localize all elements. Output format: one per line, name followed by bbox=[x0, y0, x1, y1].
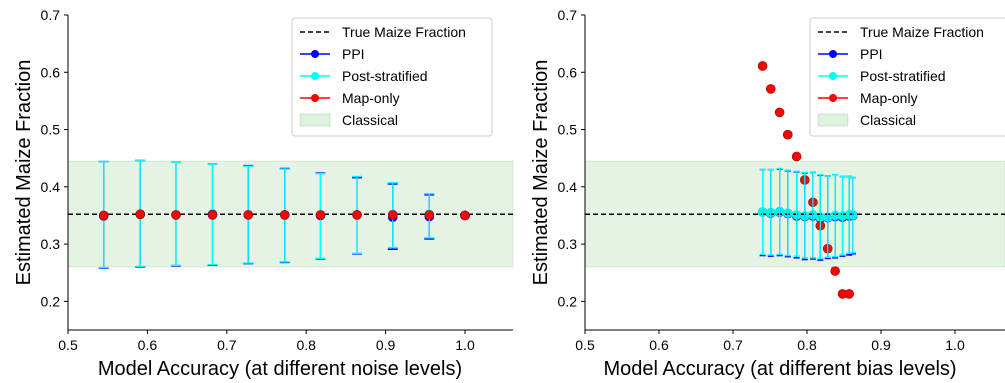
x-tick-label: 0.6 bbox=[138, 337, 158, 353]
legend-label: Post-stratified bbox=[342, 68, 428, 84]
chart-panel-1: 0.2 0.3 0.4 0.5 0.6 0.7 0.5 0.6 0.7 0.8 0.9 1.0 Mode… bbox=[13, 7, 858, 380]
x-tick-label: 0.8 bbox=[296, 337, 316, 353]
x-tick-label: 0.7 bbox=[217, 337, 237, 353]
data-point bbox=[279, 210, 290, 220]
y-tick-label: 0.4 bbox=[558, 179, 578, 195]
legend-label: Classical bbox=[342, 112, 398, 128]
y-tick-label: 0.5 bbox=[558, 122, 578, 138]
legend-frame bbox=[809, 17, 1005, 137]
y-tick-label: 0.7 bbox=[558, 7, 578, 23]
data-point bbox=[243, 210, 254, 220]
x-tick-label: 0.5 bbox=[575, 337, 595, 353]
legend-label: Map-only bbox=[860, 90, 918, 106]
legend-label: Map-only bbox=[342, 90, 400, 106]
y-tick-label: 0.6 bbox=[558, 64, 578, 80]
x-tick-label: 0.5 bbox=[58, 337, 78, 353]
x-axis-label: Model Accuracy (at different noise level… bbox=[98, 358, 462, 380]
data-point bbox=[460, 210, 470, 221]
y-tick-label: 0.6 bbox=[41, 64, 61, 80]
y-tick-label: 0.2 bbox=[558, 293, 578, 309]
legend-label: True Maize Fraction bbox=[860, 24, 984, 40]
x-tick-label: 0.6 bbox=[649, 337, 669, 353]
legend: True Maize Fraction PPI Post-stratified Map… bbox=[809, 17, 1005, 137]
data-point bbox=[830, 266, 840, 276]
chart-panel-2: 0.2 0.3 0.4 0.5 0.6 0.7 0.5 0.6 0.7 0.8 0.9 1.0 Mode… bbox=[530, 7, 1005, 380]
data-point bbox=[844, 289, 854, 299]
data-point bbox=[424, 210, 435, 220]
x-axis-label: Model Accuracy (at different bias levels… bbox=[603, 358, 956, 380]
legend-swatch bbox=[299, 113, 331, 127]
legend-label: PPI bbox=[860, 46, 883, 62]
legend-label: True Maize Fraction bbox=[342, 24, 466, 40]
legend-label: Post-stratified bbox=[860, 68, 946, 84]
data-point bbox=[765, 84, 776, 94]
data-point bbox=[98, 210, 109, 221]
data-point bbox=[135, 209, 146, 220]
legend-frame bbox=[291, 17, 493, 137]
data-point bbox=[774, 107, 785, 118]
legend-marker bbox=[311, 72, 319, 80]
y-tick-label: 0.3 bbox=[558, 236, 578, 252]
x-tick-label: 0.9 bbox=[871, 337, 891, 353]
y-tick-label: 0.5 bbox=[41, 122, 61, 138]
data-point bbox=[207, 210, 218, 220]
legend-marker bbox=[829, 72, 837, 80]
x-tick-label: 0.9 bbox=[376, 337, 396, 353]
legend-marker bbox=[311, 94, 319, 102]
legend-marker bbox=[829, 50, 837, 58]
data-point bbox=[757, 61, 768, 71]
data-point bbox=[791, 151, 802, 162]
y-axis-label: Estimated Maize Fraction bbox=[530, 60, 552, 286]
data-point bbox=[352, 210, 362, 220]
data-point bbox=[171, 210, 181, 220]
x-tick-label: 0.8 bbox=[797, 337, 817, 353]
x-tick-label: 1.0 bbox=[455, 337, 475, 353]
x-tick-label: 0.7 bbox=[723, 337, 743, 353]
y-tick-label: 0.3 bbox=[41, 236, 61, 252]
series-post-stratified bbox=[759, 167, 856, 260]
legend-marker bbox=[829, 94, 837, 102]
data-point bbox=[782, 129, 793, 140]
y-tick-label: 0.7 bbox=[41, 7, 61, 23]
legend-marker bbox=[311, 50, 319, 58]
data-point bbox=[387, 210, 398, 220]
legend-label: PPI bbox=[342, 46, 365, 62]
legend-swatch bbox=[817, 113, 849, 127]
legend: True Maize Fraction PPI Post-stratified Map… bbox=[291, 17, 493, 137]
x-tick-label: 1.0 bbox=[945, 337, 965, 353]
y-axis-label: Estimated Maize Fraction bbox=[13, 60, 35, 286]
y-tick-label: 0.4 bbox=[41, 179, 61, 195]
legend-label: Classical bbox=[860, 112, 916, 128]
y-tick-label: 0.2 bbox=[41, 293, 61, 309]
data-point bbox=[315, 210, 326, 220]
